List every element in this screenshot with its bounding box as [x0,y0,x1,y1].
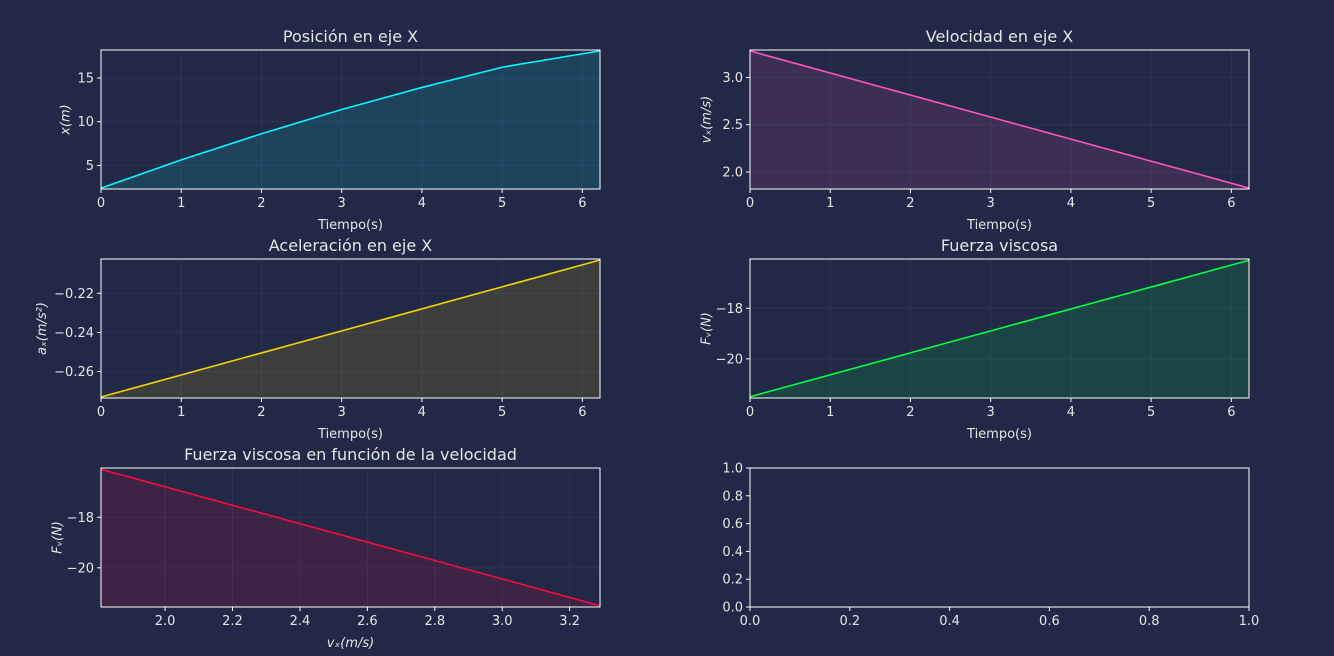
axes-frame [749,258,1250,399]
axes-frame [100,49,601,190]
x-tick-label: 2.4 [290,614,311,629]
y-tick-label: 0.4 [722,545,743,560]
series-area [101,50,600,190]
x-tick-label: 0.6 [1039,614,1060,629]
chart-acc: 0 1 2 3 4 5 6 −0.22 −0.24 −0.26 Aceleración en eje… [35,236,601,442]
y-tick-label: −0.26 [54,365,94,380]
x-tick-label: 1 [826,405,834,420]
x-tick-label: 1 [177,405,185,420]
x-axis-label: Tiempo(s) [966,218,1032,233]
x-axis-label: vₓ(m/s) [327,636,374,651]
x-tick-label: 5 [498,405,506,420]
chart-vel: 0 1 2 3 4 5 6 2.0 2.5 3.0 Velocidad en eje X Tiempo… [700,27,1250,233]
x-tick-label: 0 [97,405,105,420]
chart-title: Velocidad en eje X [926,27,1074,46]
axes-frame [749,49,1250,190]
axes-frame [100,258,601,399]
y-tick-label: 15 [77,71,94,86]
x-tick-label: 5 [498,196,506,211]
x-axis-label: Tiempo(s) [317,218,383,233]
y-tick-label: 0.0 [722,601,743,616]
x-tick-label: 1.0 [1239,614,1260,629]
x-tick-label: 3.2 [559,614,580,629]
series-line [100,259,601,398]
y-tick-label: −18 [67,511,94,526]
y-axis-label: Fᵥ(N) [51,521,66,554]
x-tick-label: 4 [1067,196,1075,211]
x-tick-label: 3 [987,196,995,211]
x-tick-label: 2 [257,196,265,211]
x-tick-label: 5 [1147,405,1155,420]
chart-fvv: 2.0 2.2 2.4 2.6 2.8 3.0 3.2 −18 −20 Fuerza viscos… [51,445,601,651]
x-tick-label: 2.2 [222,614,243,629]
x-tick-label: 3.0 [492,614,513,629]
x-tick-label: 6 [1227,196,1235,211]
x-tick-label: 4 [1067,405,1075,420]
x-tick-label: 0.0 [740,614,761,629]
chart-pos: 0 1 2 3 4 5 6 5 10 15 Posición en eje X Tiempo(s) x(… [58,27,601,233]
y-axis-label: x(m) [58,104,73,136]
x-tick-label: 0.2 [839,614,860,629]
x-tick-label: 2.8 [424,614,445,629]
y-axis-label: aₓ(m/s²) [35,302,50,355]
chart-fv: 0 1 2 3 4 5 6 −18 −20 Fuerza viscosa Tiempo(s) Fᵥ(N… [700,236,1250,442]
x-tick-label: 2.0 [155,614,176,629]
y-tick-label: −20 [716,352,743,367]
x-tick-label: 6 [1227,405,1235,420]
x-tick-label: 2.6 [357,614,378,629]
y-tick-label: 2.0 [722,165,743,180]
chart-empty: 0.0 0.2 0.4 0.6 0.8 1.0 0.0 0.2 0.4 0.6 0.8 1.0 [722,462,1259,630]
x-tick-label: 4 [418,405,426,420]
x-tick-label: 2 [906,196,914,211]
x-tick-label: 6 [578,405,586,420]
x-tick-label: 5 [1147,196,1155,211]
chart-title: Fuerza viscosa en función de la velocida… [184,445,517,464]
series-line [100,50,601,189]
x-tick-label: 6 [578,196,586,211]
x-tick-label: 2 [257,405,265,420]
x-tick-label: 1 [177,196,185,211]
x-tick-label: 3 [338,196,346,211]
y-axis-label: vₓ(m/s) [700,96,715,143]
y-tick-label: −0.22 [54,287,94,302]
axes-frame [749,467,1250,608]
x-tick-label: 0 [746,196,754,211]
series-line [100,468,601,607]
y-tick-label: 0.8 [722,489,743,504]
x-tick-label: 3 [338,405,346,420]
series-line [749,50,1250,189]
x-axis-label: Tiempo(s) [317,427,383,442]
chart-title: Posición en eje X [283,27,418,46]
x-tick-label: 4 [418,196,426,211]
x-tick-label: 0.8 [1139,614,1160,629]
y-tick-label: −20 [67,561,94,576]
axes-frame [100,467,601,608]
x-tick-label: 3 [987,405,995,420]
y-tick-label: 0.2 [722,573,743,588]
chart-title: Aceleración en eje X [269,236,433,255]
y-tick-label: 1.0 [722,462,743,477]
y-tick-label: 10 [77,115,94,130]
x-tick-label: 0 [97,196,105,211]
y-tick-label: 3.0 [722,71,743,86]
y-axis-label: Fᵥ(N) [700,312,715,345]
y-tick-label: −0.24 [54,326,94,341]
y-tick-label: 0.6 [722,517,743,532]
series-line [749,259,1250,398]
chart-title: Fuerza viscosa [941,236,1058,255]
y-tick-label: −18 [716,302,743,317]
x-tick-label: 0 [746,405,754,420]
y-tick-label: 2.5 [722,118,743,133]
x-tick-label: 1 [826,196,834,211]
x-tick-label: 0.4 [939,614,960,629]
x-axis-label: Tiempo(s) [966,427,1032,442]
x-tick-label: 2 [906,405,914,420]
y-tick-label: 5 [86,159,94,174]
